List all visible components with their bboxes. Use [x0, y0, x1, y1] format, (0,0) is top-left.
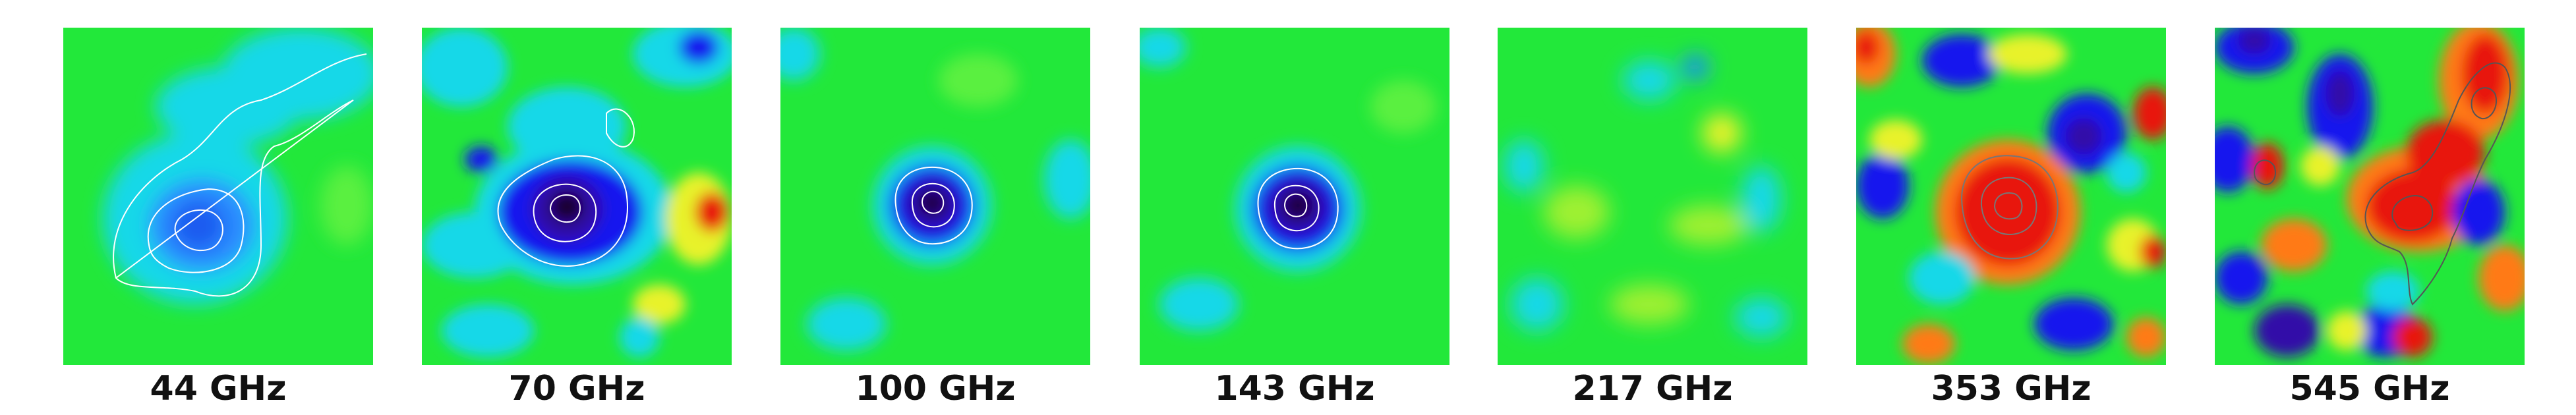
frequency-label-545ghz: 545 GHz	[2289, 369, 2450, 408]
frequency-label-143ghz: 143 GHz	[1214, 369, 1375, 408]
map-panel-545ghz	[2215, 28, 2525, 365]
map-image-217ghz	[1498, 28, 1807, 365]
map-panel-217ghz	[1498, 28, 1807, 365]
contour-line	[2253, 159, 2277, 186]
contour-line	[2471, 87, 2497, 120]
contour-line	[1993, 192, 2023, 220]
map-image-353ghz	[1856, 28, 2166, 365]
map-panel-44ghz	[63, 28, 373, 365]
contour-line	[1257, 167, 1339, 250]
contour-line	[911, 182, 955, 228]
frequency-label-44ghz: 44 GHz	[150, 369, 287, 408]
contour-line	[1980, 177, 2037, 235]
map-panel-100ghz	[780, 28, 1090, 365]
contour-line	[533, 183, 597, 242]
contour-line	[921, 190, 945, 214]
contour-line	[606, 108, 635, 148]
map-image-44ghz	[63, 28, 373, 365]
map-image-100ghz	[780, 28, 1090, 365]
contour-line	[174, 209, 223, 252]
contour-line	[1960, 155, 2059, 260]
frequency-label-100ghz: 100 GHz	[855, 369, 1016, 408]
map-panel-70ghz	[422, 28, 732, 365]
map-panel-143ghz	[1140, 28, 1449, 365]
contour-line	[2391, 194, 2434, 231]
contour-line	[1273, 184, 1320, 232]
contour-line	[549, 194, 581, 223]
contour-line	[1283, 193, 1308, 217]
contour-line	[894, 166, 973, 245]
frequency-label-217ghz: 217 GHz	[1572, 369, 1733, 408]
map-image-545ghz	[2215, 28, 2525, 365]
map-panel-353ghz	[1856, 28, 2166, 365]
map-image-70ghz	[422, 28, 732, 365]
contour-line	[147, 188, 245, 273]
frequency-label-70ghz: 70 GHz	[508, 369, 645, 408]
contour-line	[497, 155, 628, 267]
map-image-143ghz	[1140, 28, 1449, 365]
frequency-label-353ghz: 353 GHz	[1931, 369, 2092, 408]
contour-line	[113, 53, 367, 297]
contour-line	[2364, 62, 2511, 306]
